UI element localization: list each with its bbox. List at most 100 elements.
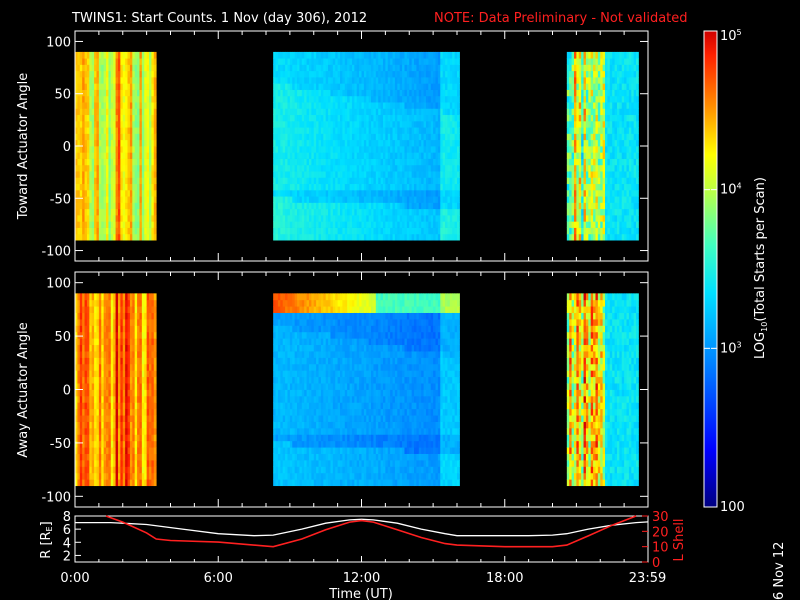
- toward-heatmap-cell: [593, 95, 596, 103]
- toward-heatmap-cell: [347, 89, 350, 97]
- toward-heatmap-cell: [79, 152, 83, 159]
- toward-heatmap-cell: [153, 58, 157, 65]
- toward-heatmap-cell: [320, 227, 324, 235]
- toward-heatmap-cell: [337, 120, 341, 128]
- toward-heatmap-cell: [428, 133, 432, 141]
- toward-heatmap-cell: [397, 177, 401, 185]
- toward-heatmap-cell: [585, 208, 589, 216]
- toward-heatmap-cell: [79, 108, 83, 116]
- toward-heatmap-cell: [75, 70, 78, 78]
- toward-heatmap-cell: [84, 196, 88, 203]
- toward-heatmap-cell: [573, 233, 577, 241]
- toward-heatmap-cell: [624, 133, 627, 141]
- toward-heatmap-cell: [82, 183, 85, 191]
- toward-heatmap-cell: [89, 114, 93, 122]
- toward-heatmap-cell: [94, 114, 97, 122]
- toward-heatmap-cell: [447, 146, 451, 153]
- toward-heatmap-cell: [141, 139, 145, 147]
- toward-heatmap-cell: [132, 58, 136, 65]
- away-heatmap-cell: [110, 421, 114, 429]
- toward-heatmap-cell: [149, 227, 152, 235]
- toward-heatmap-cell: [636, 196, 639, 203]
- toward-heatmap-cell: [433, 114, 436, 122]
- away-heatmap-cell: [91, 351, 95, 358]
- toward-heatmap-cell: [108, 95, 112, 103]
- toward-heatmap-cell: [435, 127, 439, 134]
- toward-heatmap-cell: [340, 208, 343, 216]
- toward-heatmap-cell: [382, 95, 386, 103]
- toward-heatmap-cell: [387, 95, 391, 103]
- away-heatmap-cell: [84, 344, 88, 352]
- toward-heatmap-cell: [397, 70, 401, 78]
- toward-heatmap-cell: [597, 146, 601, 153]
- toward-heatmap-cell: [363, 215, 367, 222]
- toward-heatmap-cell: [373, 58, 377, 65]
- toward-heatmap-cell: [77, 108, 81, 116]
- toward-heatmap-cell: [304, 139, 307, 147]
- toward-heatmap-cell: [569, 139, 572, 147]
- toward-heatmap-cell: [282, 95, 286, 103]
- toward-heatmap-cell: [129, 133, 133, 141]
- toward-heatmap-cell: [380, 127, 384, 134]
- toward-heatmap-cell: [380, 215, 384, 222]
- toward-heatmap-cell: [449, 233, 453, 241]
- toward-heatmap-cell: [392, 227, 396, 235]
- away-heatmap-cell: [122, 460, 126, 467]
- toward-heatmap-cell: [433, 77, 436, 84]
- toward-heatmap-cell: [454, 83, 458, 90]
- away-heatmap-cell: [117, 383, 121, 390]
- toward-heatmap-cell: [101, 120, 105, 128]
- toward-heatmap-cell: [430, 171, 434, 178]
- toward-heatmap-cell: [573, 70, 577, 78]
- toward-heatmap-cell: [330, 83, 334, 90]
- toward-heatmap-cell: [86, 146, 90, 153]
- toward-heatmap-cell: [332, 127, 336, 134]
- toward-heatmap-cell: [129, 127, 133, 134]
- toward-heatmap-cell: [425, 146, 429, 153]
- toward-heatmap-cell: [110, 171, 114, 178]
- toward-heatmap-cell: [612, 77, 615, 84]
- toward-heatmap-cell: [576, 189, 580, 197]
- toward-heatmap-cell: [96, 221, 100, 228]
- toward-heatmap-cell: [125, 83, 128, 90]
- toward-heatmap-cell: [129, 158, 133, 166]
- toward-heatmap-cell: [316, 70, 319, 78]
- toward-heatmap-cell: [301, 77, 305, 84]
- away-heatmap-cell: [91, 434, 95, 442]
- toward-heatmap-cell: [440, 196, 444, 203]
- toward-heatmap-cell: [416, 171, 420, 178]
- toward-heatmap-cell: [144, 202, 148, 210]
- toward-heatmap-cell: [306, 183, 310, 191]
- toward-heatmap-cell: [122, 64, 126, 72]
- toward-heatmap-cell: [299, 183, 303, 191]
- away-heatmap-cell: [86, 389, 90, 397]
- toward-heatmap-cell: [368, 108, 372, 116]
- toward-heatmap-cell: [425, 196, 429, 203]
- toward-heatmap-cell: [409, 83, 413, 90]
- toward-heatmap-cell: [79, 127, 83, 134]
- toward-heatmap-cell: [394, 233, 398, 241]
- toward-heatmap-cell: [304, 120, 307, 128]
- toward-heatmap-cell: [304, 183, 307, 191]
- toward-heatmap-cell: [454, 102, 458, 109]
- toward-heatmap-cell: [435, 77, 439, 84]
- toward-heatmap-cell: [337, 152, 341, 159]
- toward-heatmap-cell: [409, 208, 413, 216]
- away-heatmap-cell: [94, 447, 97, 454]
- toward-heatmap-cell: [75, 183, 78, 191]
- toward-heatmap-cell: [117, 77, 121, 84]
- toward-heatmap-cell: [418, 58, 422, 65]
- toward-heatmap-cell: [318, 146, 322, 153]
- toward-heatmap-cell: [91, 133, 95, 141]
- toward-heatmap-cell: [404, 133, 408, 141]
- toward-heatmap-cell: [304, 102, 307, 109]
- toward-heatmap-cell: [440, 215, 444, 222]
- toward-heatmap-cell: [447, 202, 451, 210]
- toward-heatmap-cell: [151, 158, 155, 166]
- toward-heatmap-cell: [98, 221, 102, 228]
- away-heatmap-cell: [75, 306, 78, 313]
- toward-heatmap-cell: [139, 95, 143, 103]
- toward-heatmap-cell: [289, 171, 293, 178]
- toward-heatmap-cell: [588, 233, 592, 241]
- toward-heatmap-cell: [375, 221, 379, 228]
